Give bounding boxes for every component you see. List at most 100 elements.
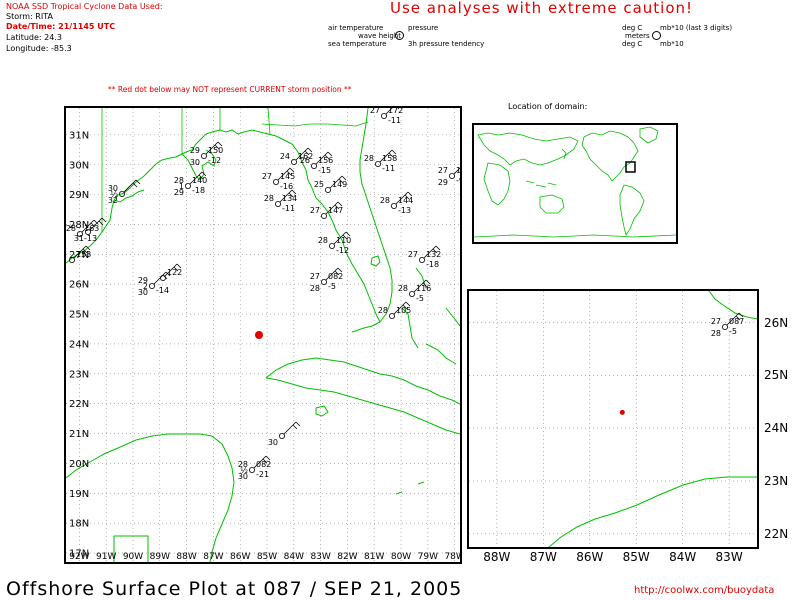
station-plot[interactable]: 28 082 ½30 -21 [238, 455, 271, 481]
station-plot[interactable]: 29 150 30 -12 [190, 141, 223, 167]
domain-highlight-box [625, 161, 636, 173]
station-plot[interactable]: 28 110-12 [318, 231, 351, 255]
station-plot[interactable]: 27 145-16 [262, 167, 295, 191]
wind-barb-icon [393, 301, 411, 315]
station-plot[interactable]: 28 144-13 [380, 191, 413, 215]
station-plot[interactable]: 30 [268, 421, 301, 447]
lon-tick-label: 88W [176, 552, 196, 562]
station-circle-icon [374, 161, 381, 168]
station-plot[interactable]: 28 105 [378, 301, 411, 319]
station-circle-icon [310, 163, 317, 170]
station-plot[interactable]: 27 150 29 -9 [438, 162, 460, 187]
inset-map-canvas: 27 087 28 -5 [469, 291, 757, 547]
station-circle-icon [272, 179, 279, 186]
inset-lon-tick-label: 84W [669, 550, 697, 564]
latitude-labels: 31N 30N 29N 28N 27N 26N 25N 24N 23N 22N 21N 20N 19N 1… [69, 130, 89, 559]
station-plot[interactable]: 28 158-11 [364, 149, 397, 173]
main-map[interactable]: 29 150 30 -12 28 140 1 29 -18 30 ½ 32 28 163 -13 31 153 2… [64, 106, 462, 564]
station-pressure-tendency: -18 [426, 260, 439, 269]
station-wave-height: ½ [240, 466, 248, 475]
station-wave-height: ½ [110, 190, 118, 199]
source-url[interactable]: http://coolwx.com/buoydata [634, 585, 775, 596]
storm-longitude: Longitude: -85.3 [6, 44, 72, 53]
station-circle-icon [328, 242, 335, 249]
station-pressure-tendency: -13 [398, 206, 411, 215]
station-plot[interactable]: 25 149 [314, 175, 347, 194]
station-plot[interactable]: 31 [74, 217, 107, 243]
station-pressure: 150 [208, 146, 223, 155]
station-circle-icon [185, 183, 192, 190]
station-air-temp: 27 [408, 250, 418, 259]
station-wave-height: 2 [143, 282, 148, 291]
inset-lat-lon-grid [469, 291, 757, 547]
inset-lon-tick-label: 86W [576, 550, 604, 564]
lon-tick-label: 81W [364, 552, 384, 562]
station-pressure: 140 [192, 176, 207, 185]
lat-lon-grid [66, 108, 460, 562]
station-pressure: 162 [298, 152, 313, 161]
station-sea-temp: 32 [108, 196, 118, 205]
station-pressure: 156 [318, 156, 333, 165]
station-plot[interactable]: 122 [160, 263, 182, 281]
station-circle-icon [388, 312, 395, 319]
station-pressure: 145 [280, 172, 295, 181]
station-circle-icon [408, 290, 415, 297]
station-plot[interactable]: 28 116-5 [398, 279, 431, 303]
coastline [66, 108, 460, 562]
storm-latitude: Latitude: 24.3 [6, 33, 62, 42]
inset-coastline [548, 291, 757, 547]
station-circle-icon [76, 231, 83, 238]
station-sea-temp: 30 [138, 288, 148, 297]
station-pressure: 082 [256, 460, 271, 469]
station-plot[interactable]: 153 [69, 245, 91, 263]
station-plot[interactable]: 30½32 [108, 179, 141, 205]
wind-barb-icon [413, 279, 431, 293]
station-plot[interactable]: 28 140 129 -18 [174, 171, 207, 197]
legend-pressure-tendency: 3h pressure tendency [408, 40, 485, 48]
station-circle-icon [320, 213, 327, 220]
station-plot[interactable]: 27 132-18 [408, 245, 441, 269]
station-plot[interactable]: 28 134-11 [264, 189, 297, 213]
lon-tick-label: 89W [150, 552, 170, 562]
domain-locator-map[interactable] [472, 123, 678, 244]
station-plot[interactable]: 24 162 [280, 147, 313, 166]
inset-storm-marker[interactable] [619, 409, 625, 415]
station-plot[interactable]: 27 147 [310, 201, 343, 220]
wind-barb-icon [385, 108, 400, 115]
wind-barb-icon [295, 147, 313, 161]
lon-tick-label: 91W [96, 552, 116, 562]
station-circle-icon [248, 466, 255, 473]
storm-position-warning: ** Red dot below may NOT represent CURRE… [108, 85, 352, 94]
lat-tick-label: 17N [69, 549, 89, 560]
storm-position-marker[interactable] [254, 331, 263, 339]
wind-barb-icon [423, 245, 441, 259]
station-air-temp: 29 [190, 146, 200, 155]
station-pressure: 172 [388, 108, 403, 115]
lat-tick-label: 23N [69, 369, 89, 380]
station-circle-icon [380, 113, 387, 119]
lat-tick-label: 30N [69, 160, 89, 171]
units-mb-tendency: mb*10 [660, 40, 684, 48]
station-circle-icon [149, 282, 156, 289]
inset-map[interactable]: 27 087 28 -5 [467, 289, 759, 549]
station-pressure-tendency: -11 [282, 204, 295, 213]
station-plot[interactable]: 27 082 28 -5 [310, 267, 343, 293]
station-air-temp: 28 [264, 194, 274, 203]
station-pressure-tendency: -5 [416, 294, 424, 303]
station-circle-icon [69, 256, 75, 263]
lat-tick-label: 31N [69, 130, 89, 141]
station-circle-icon [278, 432, 285, 439]
inset-lon-tick-label: 85W [622, 550, 650, 564]
station-plot[interactable]: 27 087 28 -5 [711, 312, 744, 338]
legend-air-temperature: air temperature [328, 24, 384, 32]
wind-barb-icon [379, 149, 397, 163]
station-circle-icon [200, 153, 207, 160]
station-plot[interactable]: 26 156-15 [300, 151, 333, 175]
station-air-temp: 27 [310, 272, 320, 281]
wind-barb-icon [253, 455, 271, 469]
lat-tick-label: 24N [69, 339, 89, 350]
wind-barb-icon [277, 167, 295, 181]
station-plot[interactable]: 27 172-11 [370, 108, 403, 125]
